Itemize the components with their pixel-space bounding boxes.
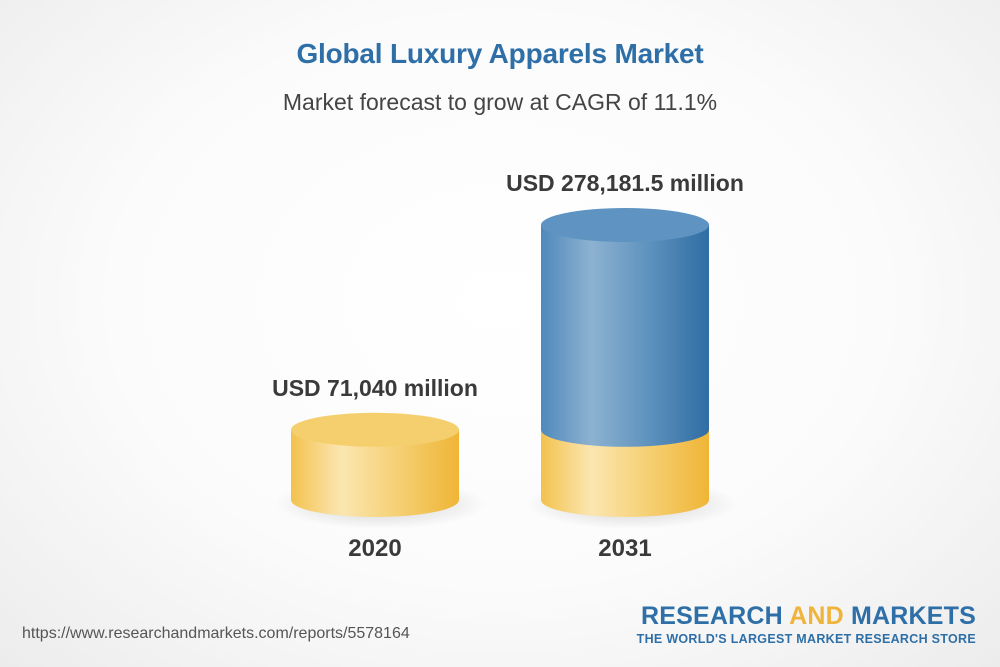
value-label: USD 278,181.5 million xyxy=(506,170,744,196)
cylinder-bar: USD 71,040 million 2020 xyxy=(272,375,487,562)
chart-title: Global Luxury Apparels Market xyxy=(296,38,704,69)
brand-word-markets: MARKETS xyxy=(850,602,976,630)
source-url[interactable]: https://www.researchandmarkets.com/repor… xyxy=(22,625,410,642)
bar-top-cap xyxy=(291,412,459,447)
category-label: 2020 xyxy=(348,535,401,562)
cylinder-bar: USD 278,181.5 million 2031 xyxy=(506,170,744,562)
brand-name: RESEARCH AND MARKETS xyxy=(637,602,976,630)
bar-base-segment xyxy=(291,429,459,517)
brand-word-and: AND xyxy=(789,602,844,630)
chart-subtitle: Market forecast to grow at CAGR of 11.1% xyxy=(282,89,718,115)
brand-logo: RESEARCH AND MARKETS THE WORLD'S LARGEST… xyxy=(637,602,976,646)
brand-tagline: THE WORLD'S LARGEST MARKET RESEARCH STOR… xyxy=(636,632,976,646)
value-label: USD 71,040 million xyxy=(272,375,478,401)
category-label: 2031 xyxy=(598,535,651,562)
bar-base-segment xyxy=(541,429,709,517)
brand-word-research: RESEARCH xyxy=(640,602,783,630)
bar-growth-segment xyxy=(541,225,709,447)
bar-top-cap xyxy=(541,208,709,242)
